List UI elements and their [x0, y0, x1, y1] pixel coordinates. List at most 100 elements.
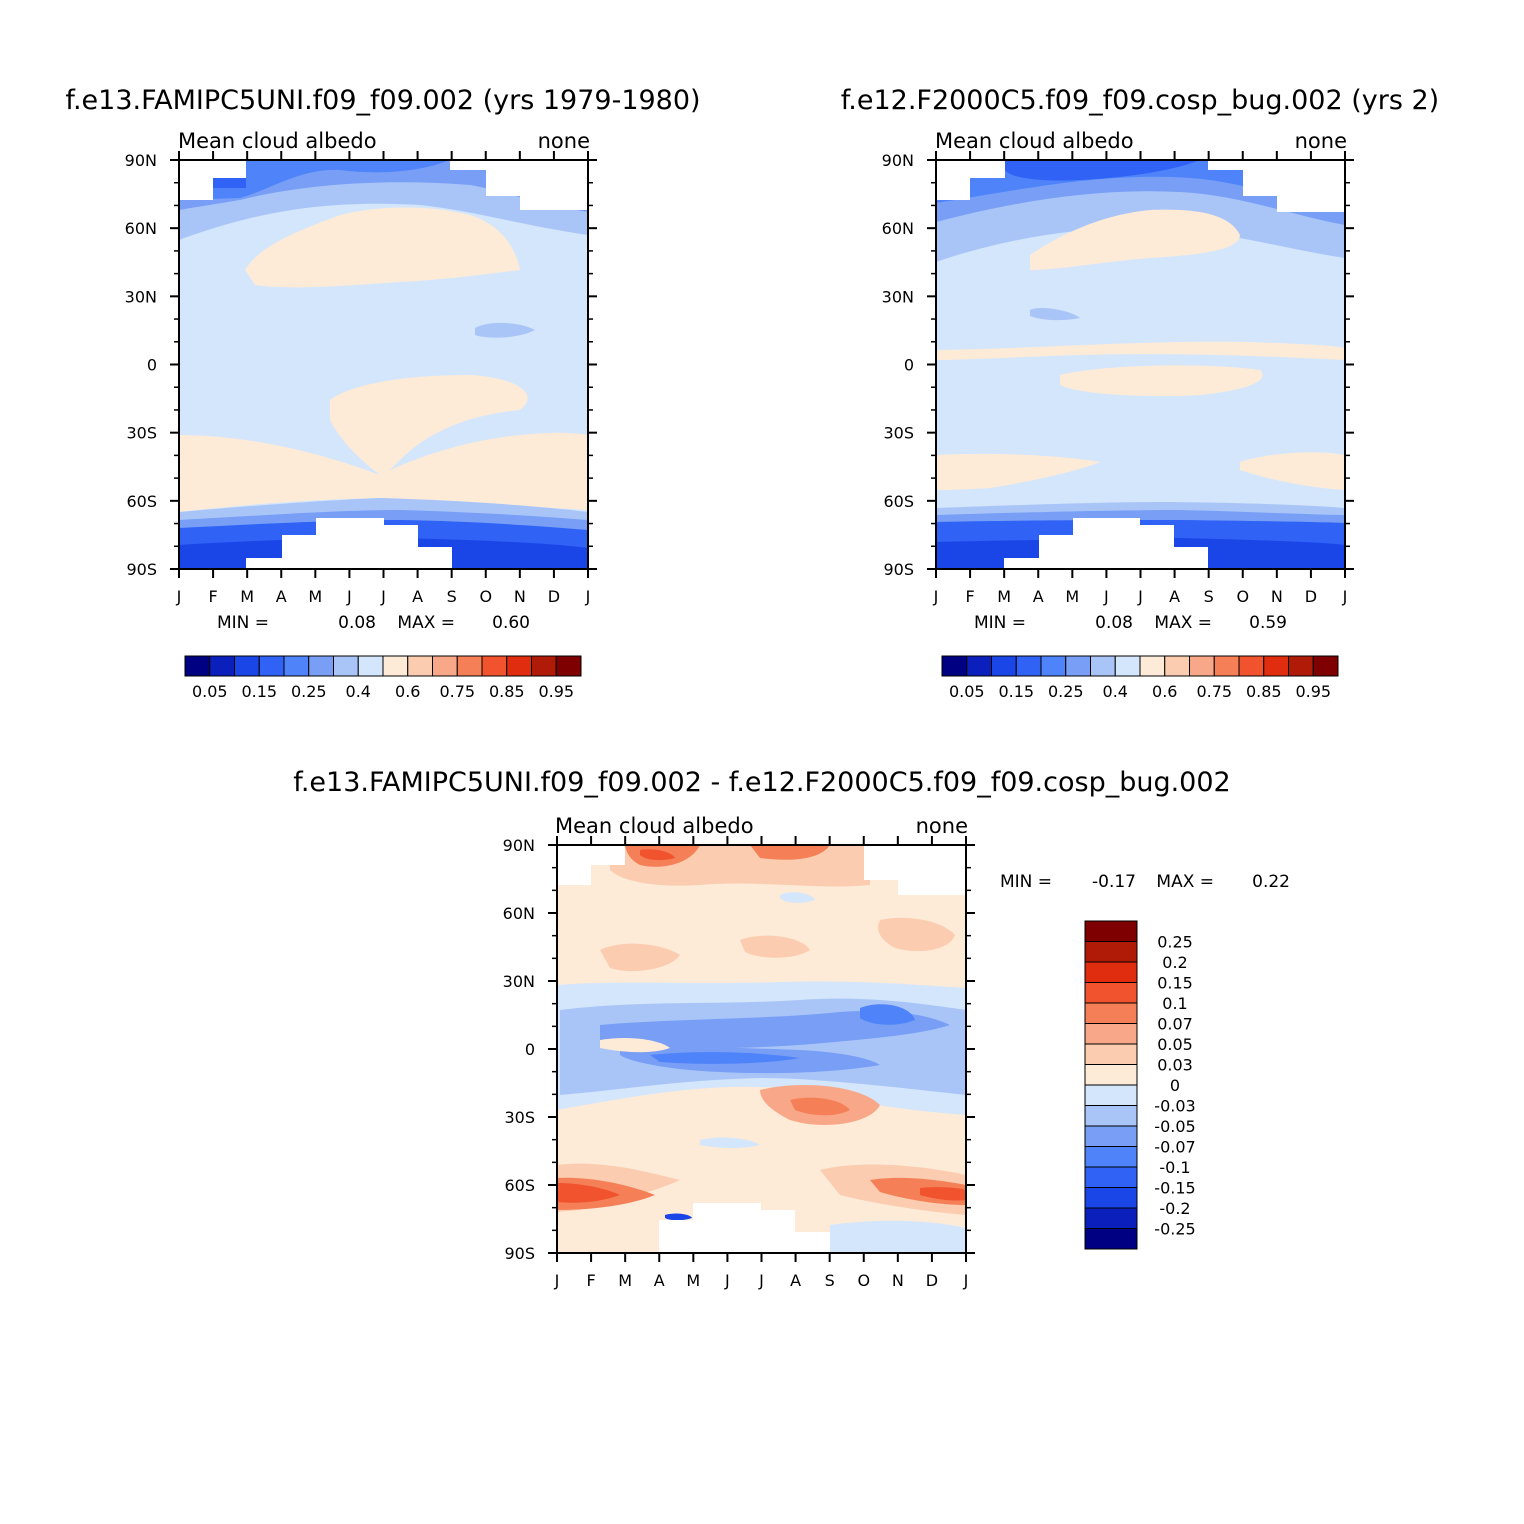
colorbar-label: -0.03: [1154, 1097, 1195, 1116]
colorbar-label: 0.75: [439, 682, 475, 701]
panel-b-arctic-band: [1005, 160, 1200, 181]
colorbar-label: 0.4: [346, 682, 371, 701]
panel-b-axes: J F M A M J J A S O N D J 90N 60N 30N 0 30S 60S 90S: [882, 151, 1354, 606]
panel-c-diff-band: [600, 943, 680, 972]
panel-b-units-label: none: [1295, 129, 1347, 153]
x-tick-label: A: [790, 1271, 801, 1290]
colorbar-label: 0.15: [1157, 974, 1193, 993]
panel-b-albedo-band: [1030, 209, 1240, 270]
y-tick-label: 90N: [125, 151, 157, 170]
panel-c-diff-band: [878, 917, 955, 952]
panel-a-variable-label: Mean cloud albedo: [178, 129, 377, 153]
panel-b-min-label: MIN =: [974, 613, 1026, 633]
colorbar-swatch: [1084, 1002, 1138, 1024]
colorbar-swatch: [1040, 655, 1067, 677]
panel-b-albedo-band: [1240, 452, 1345, 490]
panel-a-units-label: none: [538, 129, 590, 153]
colorbar-label: 0.25: [291, 682, 327, 701]
x-tick-label: O: [479, 587, 492, 606]
panel-b-min-value: 0.08: [1095, 613, 1133, 633]
colorbar-swatch: [1084, 1207, 1138, 1229]
x-tick-label: A: [654, 1271, 665, 1290]
colorbar-swatch: [1164, 655, 1190, 677]
panel-b-variable-label: Mean cloud albedo: [935, 129, 1134, 153]
panel-c-diff-band: [700, 1137, 760, 1149]
panel-a-arctic-band: [179, 160, 450, 200]
y-tick-label: 90S: [883, 560, 914, 579]
panel-b-albedo-band: [1060, 365, 1263, 397]
x-tick-label: J: [346, 587, 352, 606]
x-tick-label: F: [208, 587, 217, 606]
panel-c-missing-region: [557, 845, 625, 885]
x-tick-label: M: [1065, 587, 1079, 606]
x-tick-label: J: [1342, 587, 1348, 606]
x-tick-label: M: [686, 1271, 700, 1290]
x-tick-label: A: [1169, 587, 1180, 606]
colorbar-label: 0.85: [489, 682, 525, 701]
colorbar-label: 0: [1170, 1076, 1180, 1095]
colorbar-label: 0.25: [1157, 933, 1193, 952]
panel-a-field: [179, 160, 588, 569]
x-tick-label: N: [1271, 587, 1283, 606]
colorbar-swatch: [506, 655, 532, 677]
colorbar-swatch: [1084, 920, 1138, 942]
colorbar-swatch: [258, 655, 285, 677]
colorbar-swatch: [382, 655, 409, 677]
colorbar-swatch: [1084, 941, 1138, 963]
colorbar-swatch: [1084, 1166, 1138, 1188]
colorbar-swatch: [432, 655, 458, 677]
x-tick-label: N: [892, 1271, 904, 1290]
x-tick-label: F: [965, 587, 974, 606]
x-tick-label: D: [926, 1271, 938, 1290]
panel-a-min-value: 0.08: [338, 613, 376, 633]
panel-b-colorbar: 0.05 0.15 0.25 0.4 0.6 0.75 0.85 0.95: [941, 655, 1339, 701]
colorbar-swatch: [1084, 961, 1138, 983]
colorbar-label: -0.15: [1154, 1179, 1195, 1198]
x-tick-label: M: [240, 587, 254, 606]
colorbar-label: 0.05: [192, 682, 228, 701]
y-tick-label: 30N: [125, 287, 157, 306]
panel-c-diff-band: [860, 1004, 915, 1025]
x-tick-label: J: [724, 1271, 730, 1290]
colorbar-label: 0.95: [1295, 682, 1331, 701]
panel-c-diff-band: [557, 1183, 620, 1203]
panel-b-albedo-band: [1030, 307, 1080, 321]
colorbar-swatch: [1084, 1228, 1138, 1250]
colorbar-swatch: [531, 655, 557, 677]
y-tick-label: 60S: [126, 492, 157, 511]
panel-c-missing-region: [864, 845, 966, 895]
x-tick-label: J: [176, 587, 182, 606]
colorbar-label: -0.2: [1159, 1199, 1190, 1218]
y-tick-label: 30S: [883, 424, 914, 443]
panel-b-albedo-band: [936, 453, 1100, 490]
colorbar-label: 0.05: [949, 682, 985, 701]
y-tick-label: 30N: [503, 972, 535, 991]
x-tick-label: J: [963, 1271, 969, 1290]
panel-b-albedo-band: [936, 341, 1345, 360]
x-tick-label: A: [412, 587, 423, 606]
panel-c-diff-band: [920, 1187, 966, 1201]
y-tick-label: 60N: [125, 219, 157, 238]
panel-b-max-value: 0.59: [1249, 613, 1287, 633]
panel-c-min-label: MIN =: [1000, 872, 1052, 892]
panel-a-axes: J F M A M J J A S O N D J 90N 60N 30N 0 30S 60S 90S: [125, 151, 597, 606]
y-tick-label: 0: [525, 1040, 535, 1059]
colorbar-swatch: [1090, 655, 1116, 677]
y-tick-label: 90N: [882, 151, 914, 170]
x-tick-label: M: [308, 587, 322, 606]
panel-c-diff-band: [665, 1213, 692, 1221]
colorbar-swatch: [308, 655, 334, 677]
colorbar-swatch: [1139, 655, 1166, 677]
panel-model-b: f.e12.F2000C5.f09_f09.cosp_bug.002 (yrs …: [841, 85, 1439, 701]
colorbar-swatch: [481, 655, 508, 677]
panel-c-axes: J F M A M J J A S O N D J 90N 60N 30N 0 30S 60S 90S: [503, 836, 975, 1290]
x-tick-label: J: [758, 1271, 764, 1290]
y-tick-label: 30S: [504, 1108, 535, 1127]
panel-c-max-value: 0.22: [1252, 872, 1290, 892]
y-tick-label: 60N: [503, 904, 535, 923]
panel-a-max-label: MAX =: [397, 613, 455, 633]
colorbar-swatch: [1065, 655, 1091, 677]
panel-a-colorbar: 0.05 0.15 0.25 0.4 0.6 0.75 0.85 0.95: [184, 655, 582, 701]
colorbar-swatch: [1288, 655, 1314, 677]
panel-c-field: [557, 845, 966, 1253]
